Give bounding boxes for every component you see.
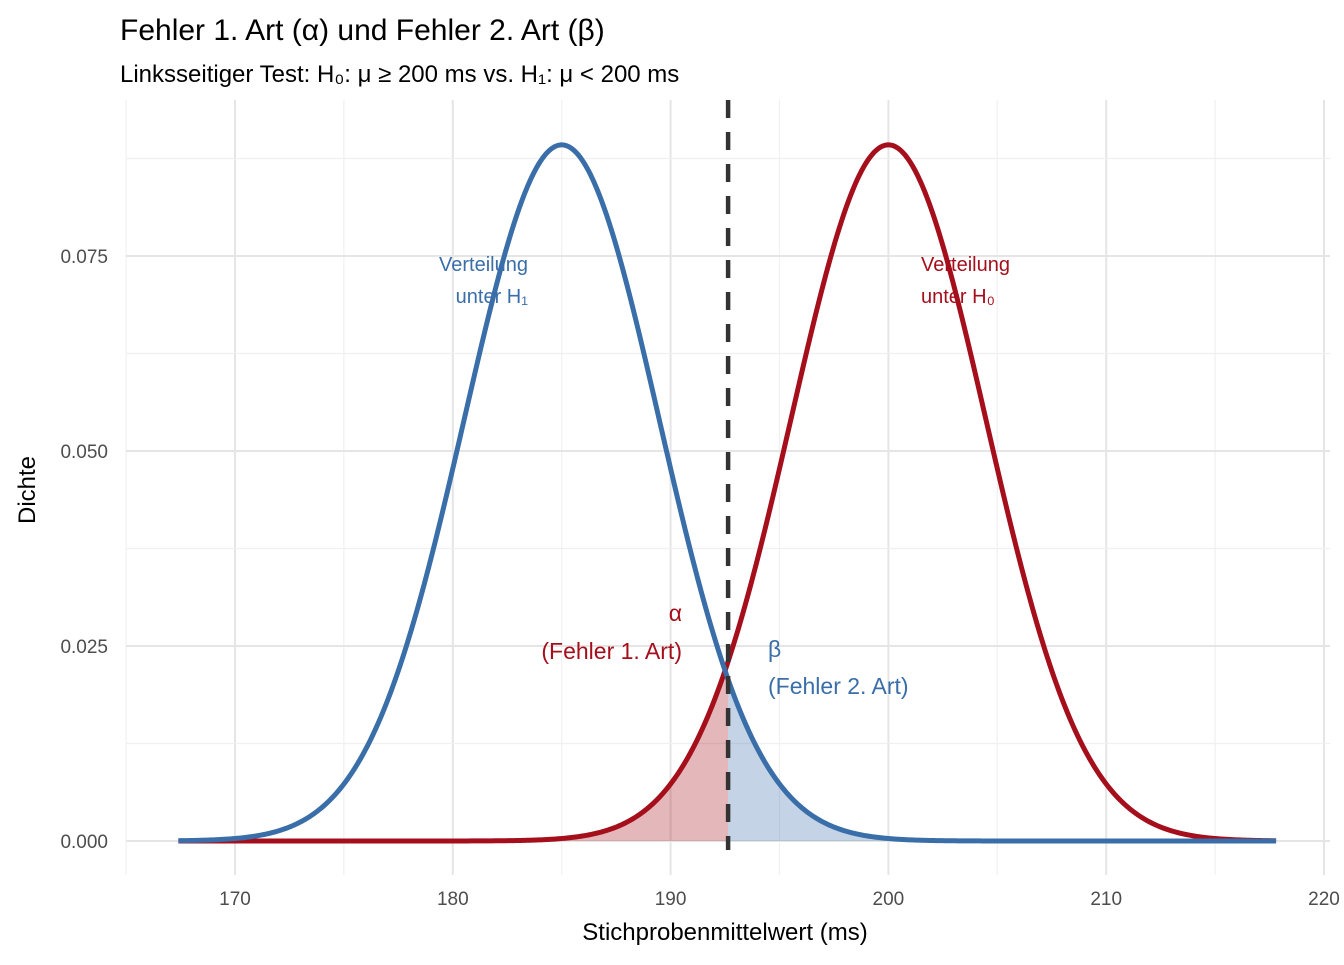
x-tick-label: 210 (1090, 889, 1122, 910)
h0-label-line2: unter H₀ (921, 286, 995, 308)
beta-label-line1: β (768, 636, 781, 662)
alpha-label-line2: (Fehler 1. Art) (541, 638, 682, 664)
x-tick-label: 190 (655, 889, 687, 910)
chart-subtitle: Linksseitiger Test: H₀: μ ≥ 200 ms vs. H… (120, 61, 679, 88)
x-tick-label: 170 (219, 889, 251, 910)
y-tick-label: 0.050 (60, 442, 108, 463)
h0-label-line1: Verteilung (921, 254, 1010, 276)
error-fills (178, 661, 1277, 841)
y-tick-label: 0.025 (60, 637, 108, 658)
annotations: Verteilung unter H₁ Verteilung unter H₀ … (439, 254, 1010, 699)
x-tick-label: 180 (437, 889, 469, 910)
y-axis-label: Dichte (14, 456, 41, 524)
density-lines (178, 100, 1277, 850)
h0-density-line (178, 142, 1277, 844)
y-tick-label: 0.075 (60, 247, 108, 268)
alpha-label-line1: α (669, 600, 682, 626)
h1-label-line1: Verteilung (439, 254, 528, 276)
x-tick-label: 220 (1308, 889, 1340, 910)
beta-label-line2: (Fehler 2. Art) (768, 673, 909, 699)
axis-ticks: 170 180 190 200 210 220 0.000 0.025 0.050 0.075 (60, 247, 1339, 910)
chart-title: Fehler 1. Art (α) und Fehler 2. Art (β) (120, 14, 605, 47)
x-tick-label: 200 (873, 889, 905, 910)
h1-label-line2: unter H₁ (456, 286, 529, 308)
alpha-area (178, 661, 729, 841)
y-tick-label: 0.000 (60, 832, 108, 853)
beta-area (728, 679, 1277, 841)
x-axis-label: Stichprobenmittelwert (ms) (582, 919, 867, 946)
